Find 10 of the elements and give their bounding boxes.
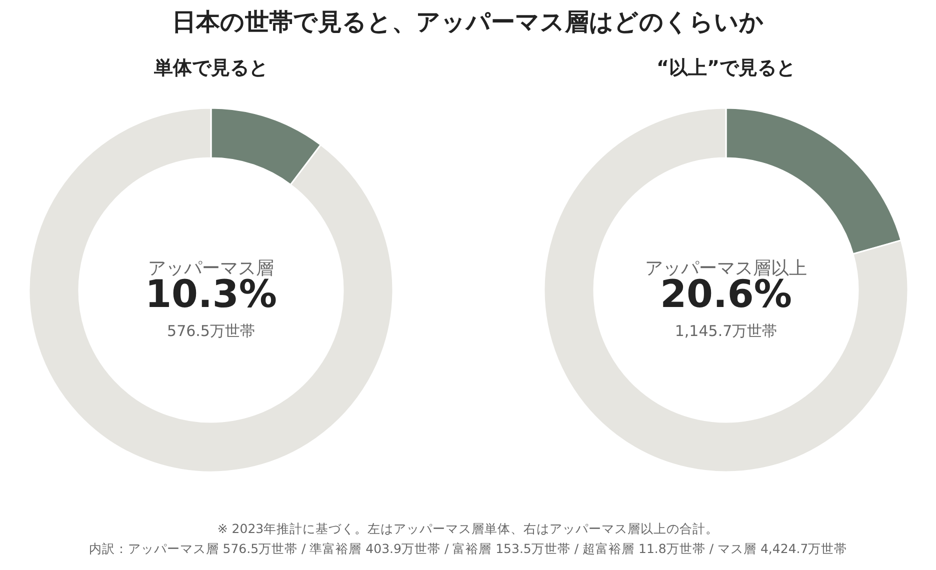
donut-slice [543,107,909,472]
text: 1,145.7万世帯 [674,322,778,340]
text: ※ 2023年推計に基づく。左はアッパーマス層単体、右はアッパーマス層以上の合計。 [217,521,719,536]
chart-subtitle: 単体で見ると [153,57,268,79]
text: 内訳：アッパーマス層 576.5万世帯 / 準富裕層 403.9万世帯 / 富裕層 153.5万世帯 / 超富裕層 11.8万世帯 / マス層 4,424.7万世帯 [88,541,848,556]
text: 576.5万世帯 [167,322,255,340]
slice-label: アッパーマス層 [148,258,274,279]
chart-subtitle: “以上”で見ると [656,57,796,79]
text: 日本の世帯で見ると、アッパーマス層はどのくらいか [172,8,764,36]
donut-slice [28,107,394,472]
